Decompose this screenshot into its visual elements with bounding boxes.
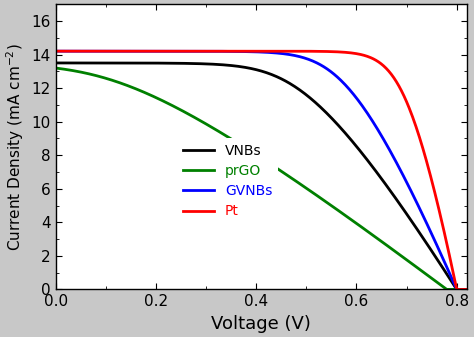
VNBs: [283, 80, 289, 84]
Pt: [306, 49, 312, 53]
Pt: [258, 49, 264, 53]
Pt: [454, 287, 460, 292]
VNBs: [470, 287, 474, 292]
X-axis label: Voltage (V): Voltage (V): [211, 315, 311, 333]
Line: prGO: prGO: [55, 68, 474, 289]
prGO: [53, 66, 58, 70]
GVNBs: [470, 287, 474, 292]
prGO: [402, 256, 408, 261]
prGO: [470, 287, 474, 292]
Pt: [470, 287, 474, 292]
Line: GVNBs: GVNBs: [55, 51, 474, 289]
prGO: [306, 188, 312, 192]
GVNBs: [255, 50, 261, 54]
prGO: [444, 287, 450, 292]
Legend: VNBs, prGO, GVNBs, Pt: VNBs, prGO, GVNBs, Pt: [178, 138, 278, 224]
Pt: [402, 96, 408, 100]
Line: Pt: Pt: [55, 51, 474, 289]
VNBs: [255, 68, 261, 72]
Line: VNBs: VNBs: [55, 63, 474, 289]
prGO: [255, 154, 261, 158]
prGO: [258, 156, 264, 160]
VNBs: [454, 287, 460, 292]
Pt: [255, 49, 261, 53]
VNBs: [53, 61, 58, 65]
VNBs: [258, 69, 264, 73]
GVNBs: [402, 177, 408, 181]
GVNBs: [306, 58, 312, 62]
GVNBs: [258, 50, 264, 54]
GVNBs: [454, 287, 460, 292]
VNBs: [306, 95, 312, 99]
Y-axis label: Current Density (mA cm$^{-2}$): Current Density (mA cm$^{-2}$): [4, 43, 26, 251]
GVNBs: [283, 52, 289, 56]
Pt: [283, 49, 289, 53]
VNBs: [402, 209, 408, 213]
Pt: [53, 49, 58, 53]
GVNBs: [53, 49, 58, 53]
prGO: [283, 173, 289, 177]
